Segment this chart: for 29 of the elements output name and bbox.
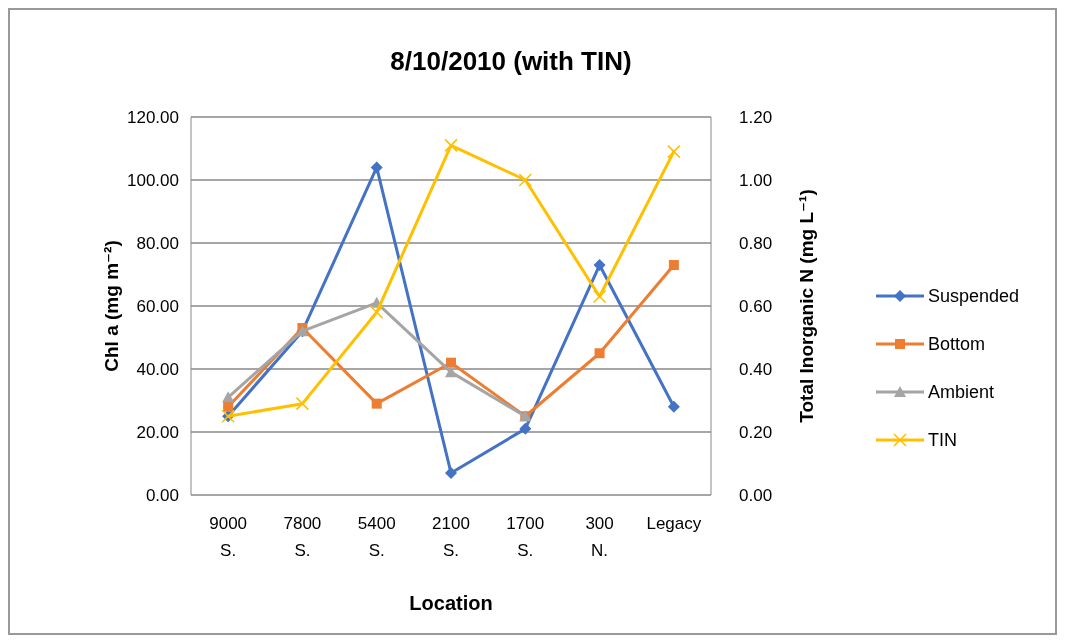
legend-label: TIN — [928, 430, 957, 450]
y-axis-title: Chl a (mg m⁻²) — [101, 240, 122, 372]
y2-tick-label: 0.60 — [739, 297, 773, 316]
x-axis-title: Location — [409, 592, 493, 614]
x-tick-label: 5400 S. — [357, 514, 396, 560]
x-tick-label: 7800 S. — [283, 514, 322, 560]
y2-tick-label: 0.00 — [739, 486, 773, 505]
y-tick-label: 80.00 — [136, 234, 179, 253]
y2-tick-label: 0.20 — [739, 423, 773, 442]
x-tick-label: 300 N. — [585, 514, 614, 560]
x-tick-label: 2100 S. — [432, 514, 470, 560]
y-tick-label: 0.00 — [145, 486, 179, 505]
y2-tick-label: 1.20 — [739, 108, 773, 127]
chart-title: 8/10/2010 (with TIN) — [390, 46, 632, 76]
legend-label: Bottom — [928, 334, 986, 354]
y-tick-label: 20.00 — [136, 423, 179, 442]
x-tick-label: 1700 S. — [506, 514, 545, 560]
y-tick-label: 100.00 — [127, 171, 179, 190]
y2-tick-label: 0.40 — [739, 360, 773, 379]
legend-label: Ambient — [928, 382, 995, 402]
x-tick-label: Legacy — [646, 514, 702, 533]
y-tick-label: 60.00 — [136, 297, 179, 316]
y-tick-label: 40.00 — [136, 360, 179, 379]
legend-label: Suspended — [928, 286, 1020, 306]
y-tick-label: 120.00 — [127, 108, 179, 127]
y2-tick-label: 1.00 — [739, 171, 773, 190]
y2-axis-title: Total Inorganic N (mg L⁻¹) — [796, 189, 817, 423]
y2-tick-label: 0.80 — [739, 234, 773, 253]
x-tick-label: 9000 S. — [209, 514, 248, 560]
